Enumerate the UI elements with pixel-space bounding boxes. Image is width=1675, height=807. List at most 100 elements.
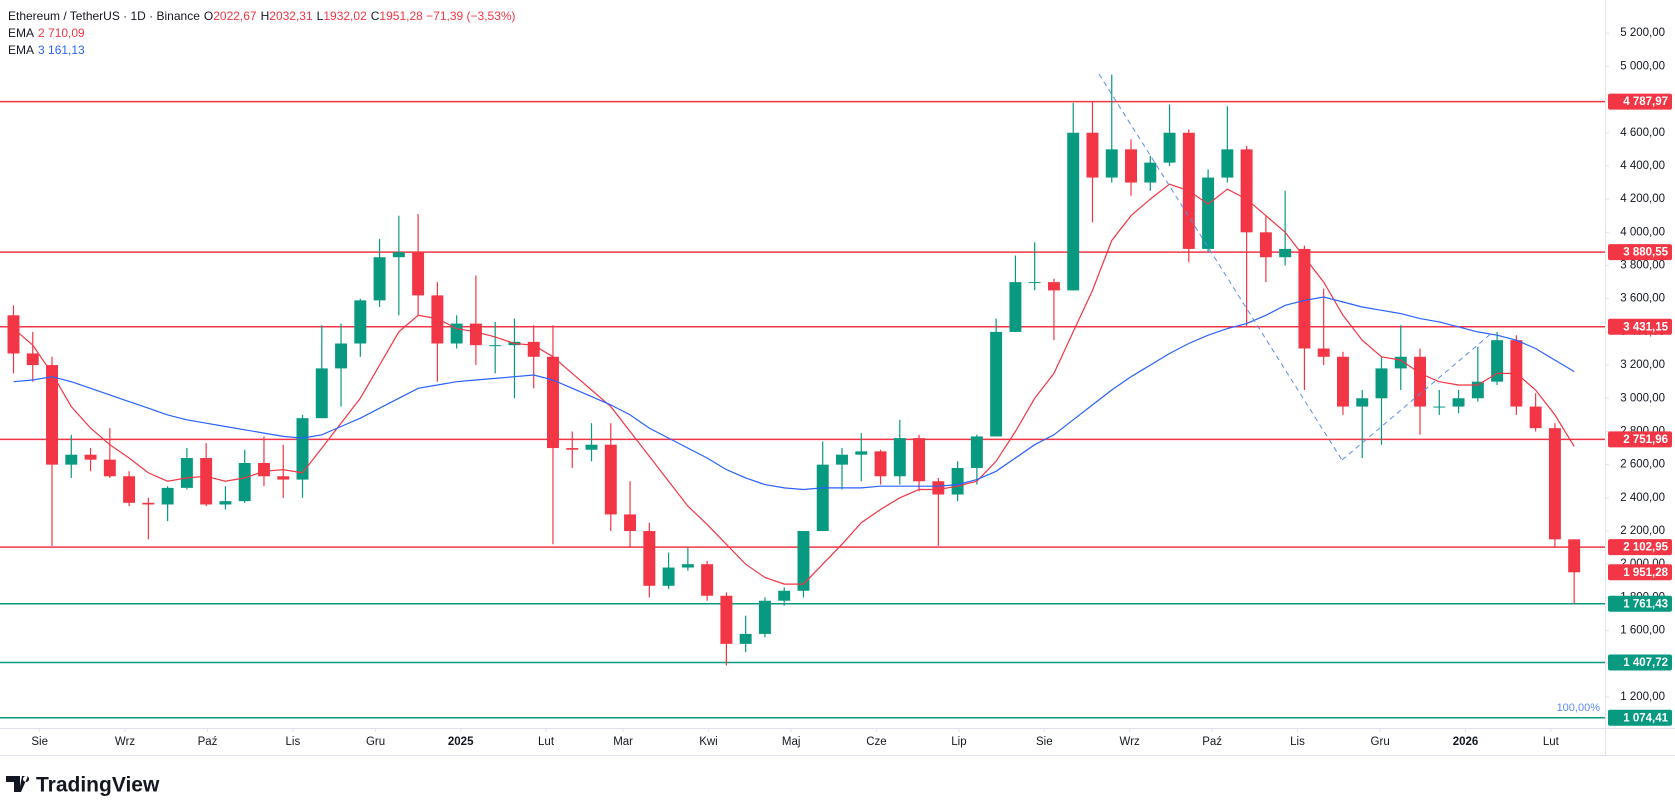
ema-line: [13, 296, 1575, 491]
indicators: EMA 2 710,09 EMA 3 161,13: [8, 25, 516, 59]
ohlc-key: C: [370, 9, 380, 23]
candle-body: [797, 531, 810, 591]
candle-body: [1279, 248, 1292, 258]
y-tick-label: 4 200,00: [1620, 193, 1665, 205]
candle-body: [450, 323, 463, 344]
candle-body: [1336, 356, 1349, 407]
price-label: 2 102,95: [1623, 542, 1668, 554]
candle-body: [296, 418, 309, 480]
candle-body: [412, 252, 425, 296]
x-tick-label: Lip: [951, 736, 966, 748]
candle-body: [219, 501, 232, 505]
candle-body: [874, 451, 887, 477]
candle-body: [103, 459, 116, 477]
candle-body: [1086, 132, 1099, 178]
candle-body: [1144, 162, 1157, 183]
candle-body: [758, 600, 771, 634]
candle-body: [489, 345, 502, 347]
candle-body: [469, 323, 482, 346]
ohlc: O2022,67 H2032,31 L1932,02 C1951,28: [200, 9, 423, 23]
ema-line: [13, 183, 1575, 585]
candle-body: [1375, 368, 1388, 399]
x-tick-label: Wrz: [1120, 736, 1140, 748]
candle-body: [662, 567, 675, 586]
ohlc-value: 2032,31: [269, 9, 313, 23]
plot-area: [0, 74, 1605, 719]
logo: TradingView: [6, 774, 160, 797]
x-tick-label: Paź: [198, 736, 218, 748]
candle-body: [836, 454, 848, 465]
candle-body: [238, 462, 251, 502]
candle-body: [624, 514, 637, 532]
candle-body: [1067, 132, 1080, 291]
indicator-value: 3 161,13: [38, 43, 85, 57]
y-tick-label: 3 200,00: [1620, 359, 1665, 371]
candle-body: [1259, 232, 1272, 258]
candle-body: [1394, 356, 1407, 369]
candle-body: [1047, 282, 1060, 291]
candle-body: [1471, 381, 1484, 399]
x-tick-label: Gru: [366, 736, 385, 748]
candle-body: [970, 436, 983, 468]
x-tick-label: Wrz: [115, 736, 135, 748]
price-label-box: [1608, 318, 1672, 335]
candle-body: [1452, 398, 1465, 407]
y-tick-label: 5 200,00: [1620, 27, 1665, 39]
indicator-value: 2 710,09: [38, 26, 85, 40]
brand: TradingView: [36, 774, 160, 797]
candle-body: [778, 590, 791, 601]
trend-drawing: [1098, 73, 1343, 461]
price-label: 1 407,72: [1623, 657, 1668, 669]
candle-body: [200, 458, 213, 505]
candle-body: [701, 564, 714, 596]
candle-body: [585, 444, 598, 450]
y-tick-label: 2 400,00: [1620, 492, 1665, 504]
price-label-box: [1608, 431, 1672, 448]
x-tick-label: Sie: [31, 736, 48, 748]
x-tick-label: Paź: [1202, 736, 1222, 748]
candle-body: [1491, 340, 1504, 382]
candle-body: [7, 315, 20, 354]
candle-body: [951, 467, 964, 495]
x-tick-label: Lut: [1543, 736, 1560, 748]
ohlc-key: L: [316, 9, 324, 23]
price-label-box: [1608, 595, 1672, 612]
candle-body: [335, 343, 348, 369]
candle-body: [1298, 248, 1311, 349]
x-tick-label: Gru: [1371, 736, 1390, 748]
candle-body: [527, 341, 540, 357]
candle-body: [373, 257, 386, 301]
candle-body: [1529, 406, 1542, 429]
candle-body: [354, 300, 367, 344]
symbol-row: Ethereum / TetherUS · 1D · Binance O2022,…: [8, 8, 516, 25]
candle-body: [1240, 149, 1253, 233]
candle-body: [990, 331, 1003, 437]
price-label-box: [1608, 244, 1672, 261]
candle-body: [161, 487, 174, 505]
y-tick-label: 1 200,00: [1620, 691, 1665, 703]
ohlc-value: 1951,28: [379, 9, 423, 23]
price-label: 3 880,55: [1623, 247, 1668, 259]
x-tick-label: 2026: [1453, 736, 1479, 748]
candle-body: [1163, 132, 1176, 163]
price-label: 2 751,96: [1623, 434, 1668, 446]
candle-body: [142, 502, 155, 505]
candle-body: [277, 476, 290, 480]
trend-drawing: [1341, 331, 1494, 461]
candle-body: [1356, 398, 1369, 407]
ohlc-key: O: [203, 9, 214, 23]
x-tick-label: Lis: [1290, 736, 1305, 748]
candle-body: [739, 633, 752, 644]
y-tick-label: 3 000,00: [1620, 392, 1665, 404]
price-label: 1 761,43: [1623, 598, 1668, 610]
ohlc-value: 2022,67: [213, 9, 257, 23]
indicator-name: EMA: [8, 26, 35, 40]
price-label: 4 787,97: [1623, 96, 1668, 108]
candle-body: [1202, 177, 1215, 249]
price-label-box: [1608, 539, 1672, 556]
symbol: Ethereum / TetherUS · 1D · Binance: [8, 9, 200, 23]
ohlc-value: 1932,02: [323, 9, 367, 23]
x-tick-label: Kwi: [699, 736, 718, 748]
price-label-box: [1608, 654, 1672, 671]
